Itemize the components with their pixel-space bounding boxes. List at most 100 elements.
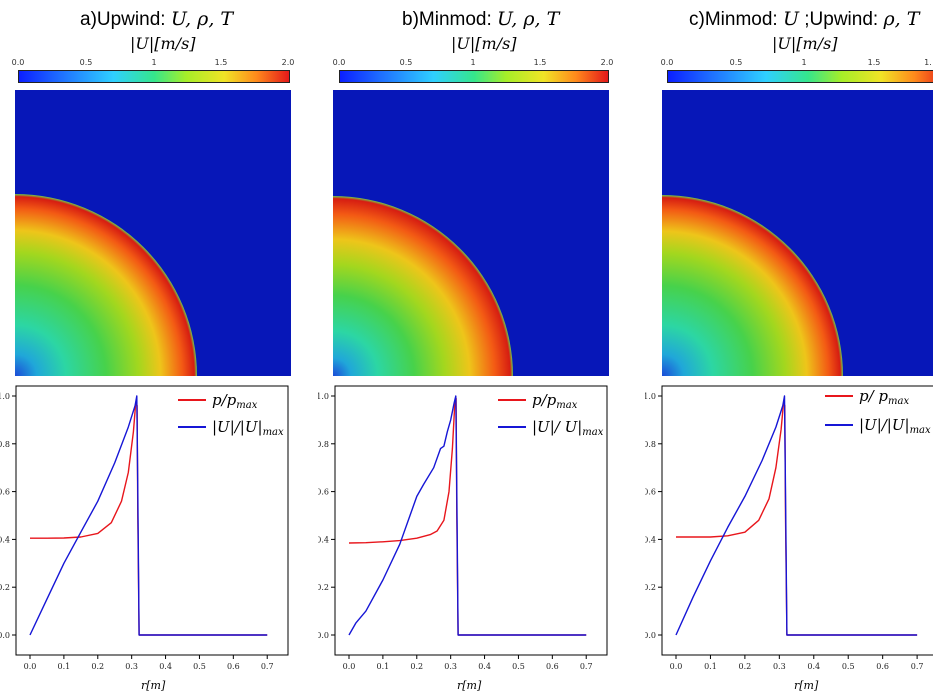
profile-plot: 0.0 0.1 0.2 0.3 0.4 0.5 0.6 0.7 0.0 0.2 0.4 0.6 0.8 1…: [0, 385, 289, 691]
velocity-field-image: [333, 90, 609, 376]
y-tick-label: 0.2: [645, 583, 656, 592]
y-tick-label: 0.0: [0, 631, 10, 640]
field-svg: [333, 196, 513, 376]
data-lines: [29, 395, 268, 636]
colorbar-title: |U|[m/s]: [772, 34, 838, 53]
panel-title: c)Minmod: U ;Upwind: ρ, T: [689, 8, 919, 31]
colorbar-tick: 1: [151, 58, 157, 67]
colorbar-tick: 0.5: [729, 58, 743, 67]
legend-velocity-label: |U|/|U|max: [859, 416, 931, 436]
y-tick-label: 0.4: [318, 535, 329, 544]
x-tick-label: 0.4: [478, 662, 491, 671]
colorbar-title: |U|[m/s]: [451, 34, 517, 53]
shock-front: [15, 194, 197, 376]
pressure-series-line: [30, 402, 268, 636]
x-tick-label: 0.6: [546, 662, 559, 671]
x-tick-label: 0.1: [377, 662, 390, 671]
panel-c: c)Minmod: U ;Upwind: ρ, T |U|[m/s] 0.0 0…: [645, 0, 933, 691]
x-axis-label: r[m]: [794, 679, 819, 691]
y-tick-label: 0.0: [318, 631, 329, 640]
x-tick-label: 0.5: [512, 662, 525, 671]
panel-b: b)Minmod: U, ρ, T |U|[m/s] 0.0 0.5 1 1.5…: [318, 0, 628, 691]
x-tick-label: 0.6: [876, 662, 889, 671]
axes: 0.0 0.1 0.2 0.3 0.4 0.5 0.6 0.7 0.0 0.2 0.4 0.6 0.8 1…: [645, 392, 923, 671]
legend: p/pmax |U|/ U|max: [498, 391, 604, 438]
y-tick-label: 0.6: [0, 488, 10, 497]
title-math-2: ρ, T: [883, 8, 920, 30]
title-method: c)Minmod:: [689, 9, 783, 30]
colorbar: [18, 70, 290, 83]
colorbar-tick: 0.5: [79, 58, 93, 67]
y-tick-label: 0.8: [645, 440, 656, 449]
data-lines: [675, 395, 918, 636]
x-tick-label: 0.5: [842, 662, 855, 671]
legend: p/pmax |U|/|U|max: [178, 391, 284, 438]
x-tick-label: 0.4: [807, 662, 820, 671]
x-tick-label: 0.6: [227, 662, 240, 671]
x-tick-label: 0.7: [580, 662, 593, 671]
title-method: b)Minmod:: [402, 9, 498, 30]
title-math: U, ρ, T: [170, 8, 234, 30]
colorbar-title: |U|[m/s]: [130, 34, 196, 53]
legend-velocity-label: |U|/|U|max: [212, 418, 284, 438]
panel-title: b)Minmod: U, ρ, T: [402, 8, 559, 31]
legend-velocity-label: |U|/ U|max: [532, 418, 604, 438]
x-tick-label: 0.3: [125, 662, 138, 671]
velocity-series-line: [348, 395, 587, 636]
pressure-series-line: [676, 402, 918, 636]
colorbar-tick: 2.0: [281, 58, 295, 67]
panel-title: a)Upwind: U, ρ, T: [80, 8, 233, 31]
y-tick-label: 0.8: [318, 440, 329, 449]
title-method-2: ;Upwind:: [798, 9, 884, 30]
colorbar-tick: 2.0: [600, 58, 614, 67]
shock-front: [333, 196, 513, 376]
profile-plot: 0.0 0.1 0.2 0.3 0.4 0.5 0.6 0.7 0.0 0.2 0.4 0.6 0.8 1…: [645, 385, 933, 691]
profile-plot: 0.0 0.1 0.2 0.3 0.4 0.5 0.6 0.7 0.0 0.2 0.4 0.6 0.8 1…: [318, 385, 608, 691]
x-tick-label: 0.4: [159, 662, 172, 671]
x-tick-label: 0.3: [773, 662, 786, 671]
x-tick-label: 0.7: [261, 662, 274, 671]
title-math: U, ρ, T: [497, 8, 560, 30]
plot-frame: [661, 385, 933, 656]
colorbar-tick: 0.0: [11, 58, 25, 67]
y-tick-label: 1.0: [0, 392, 10, 401]
y-tick-label: 1.0: [318, 392, 329, 401]
y-tick-label: 1.0: [645, 392, 656, 401]
colorbar-tick: 1.5: [867, 58, 881, 67]
velocity-field-image: [15, 90, 291, 376]
legend-pressure-label: p/ pmax: [859, 387, 909, 407]
legend: p/ pmax |U|/|U|max: [825, 387, 931, 436]
x-tick-label: 0.3: [444, 662, 457, 671]
colorbar-tick: 0.0: [332, 58, 346, 67]
axes: 0.0 0.1 0.2 0.3 0.4 0.5 0.6 0.7 0.0 0.2 0.4 0.6 0.8 1…: [318, 392, 593, 671]
velocity-series-line: [29, 395, 268, 636]
velocity-field-image: [662, 90, 933, 376]
axes: 0.0 0.1 0.2 0.3 0.4 0.5 0.6 0.7 0.0 0.2 0.4 0.6 0.8 1…: [0, 392, 274, 671]
title-math: U: [782, 8, 799, 30]
x-tick-label: 0.1: [58, 662, 71, 671]
y-tick-label: 0.8: [0, 440, 10, 449]
x-axis-label: r[m]: [141, 679, 166, 691]
colorbar-tick: 1.5: [214, 58, 228, 67]
shock-front: [662, 195, 843, 376]
y-tick-label: 0.2: [318, 583, 329, 592]
colorbar-tick: 0.0: [660, 58, 674, 67]
x-tick-label: 0.1: [704, 662, 717, 671]
y-tick-label: 0.4: [0, 535, 10, 544]
x-tick-label: 0.2: [91, 662, 104, 671]
y-tick-label: 0.6: [318, 488, 329, 497]
x-tick-label: 0.0: [24, 662, 37, 671]
field-svg: [662, 195, 843, 376]
y-tick-label: 0.2: [0, 583, 10, 592]
colorbar: [667, 70, 933, 83]
data-lines: [348, 395, 587, 636]
x-axis-label: r[m]: [457, 679, 482, 691]
x-tick-label: 0.0: [343, 662, 356, 671]
plot-frame: [15, 385, 289, 656]
field-svg: [15, 194, 197, 376]
colorbar-tick: 1: [801, 58, 807, 67]
colorbar-tick: 1: [470, 58, 476, 67]
x-tick-label: 0.2: [739, 662, 752, 671]
panel-a: a)Upwind: U, ρ, T |U|[m/s] 0.0 0.5 1 1.5…: [0, 0, 310, 691]
legend-pressure-label: p/pmax: [532, 391, 578, 411]
